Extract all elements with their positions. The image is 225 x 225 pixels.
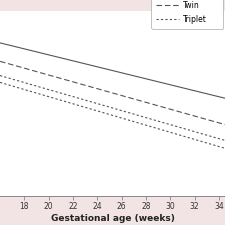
Legend: Singleton, Twin, Triplet: Singleton, Twin, Triplet xyxy=(151,0,223,29)
X-axis label: Gestational age (weeks): Gestational age (weeks) xyxy=(51,214,174,223)
